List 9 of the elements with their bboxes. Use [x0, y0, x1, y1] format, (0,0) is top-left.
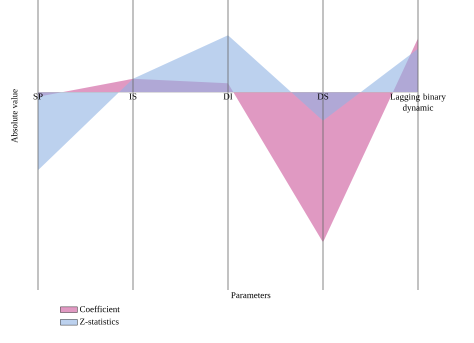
- y-axis-title: Absolute value: [11, 89, 18, 143]
- text: Parameters: [231, 292, 270, 298]
- x-tick-label: SP: [34, 93, 43, 100]
- x-tick-label: DI: [224, 93, 232, 100]
- legend-label: Z-statistics: [80, 318, 119, 325]
- x-tick-label: Lagging binary dynamic: [390, 93, 446, 113]
- x-tick-label: DS: [318, 93, 328, 100]
- x-tick-label: IS: [129, 93, 136, 100]
- legend-label: Coefficient: [80, 306, 120, 312]
